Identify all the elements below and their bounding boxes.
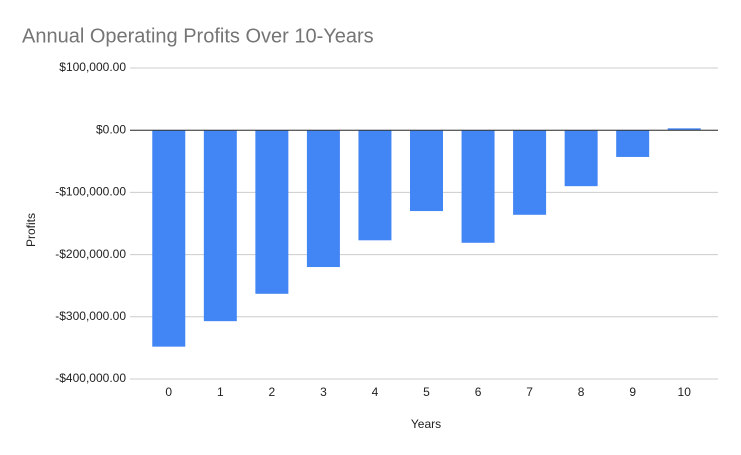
bar xyxy=(564,130,598,187)
x-tick-label: 8 xyxy=(578,385,585,399)
x-tick-label: 7 xyxy=(526,385,533,399)
bar xyxy=(152,130,186,347)
bar xyxy=(306,130,340,268)
x-tick-label: 1 xyxy=(217,385,224,399)
y-tick-label: $100,000.00 xyxy=(59,60,126,74)
y-tick-label: $0.00 xyxy=(96,122,126,136)
y-tick-label: -$100,000.00 xyxy=(55,185,126,199)
bar xyxy=(616,130,650,157)
chart-title: Annual Operating Profits Over 10-Years xyxy=(22,25,374,47)
y-axis-label: Profits xyxy=(24,213,38,247)
y-tick-label: -$200,000.00 xyxy=(55,247,126,261)
x-tick-label: 6 xyxy=(475,385,482,399)
x-tick-label: 2 xyxy=(269,385,276,399)
bar xyxy=(203,130,237,322)
bar xyxy=(513,130,547,215)
x-tick-label: 5 xyxy=(423,385,430,399)
x-tick-label: 0 xyxy=(165,385,172,399)
x-tick-label: 3 xyxy=(320,385,327,399)
bar xyxy=(410,130,443,212)
bar xyxy=(461,130,495,243)
y-tick-label: -$400,000.00 xyxy=(55,371,126,385)
bar xyxy=(255,130,289,294)
bar xyxy=(667,128,701,131)
y-tick-label: -$300,000.00 xyxy=(55,309,126,323)
x-axis-label: Years xyxy=(411,417,441,431)
x-tick-label: 10 xyxy=(678,385,692,399)
bar xyxy=(358,130,392,241)
x-tick-label: 4 xyxy=(372,385,379,399)
x-tick-label: 9 xyxy=(629,385,636,399)
